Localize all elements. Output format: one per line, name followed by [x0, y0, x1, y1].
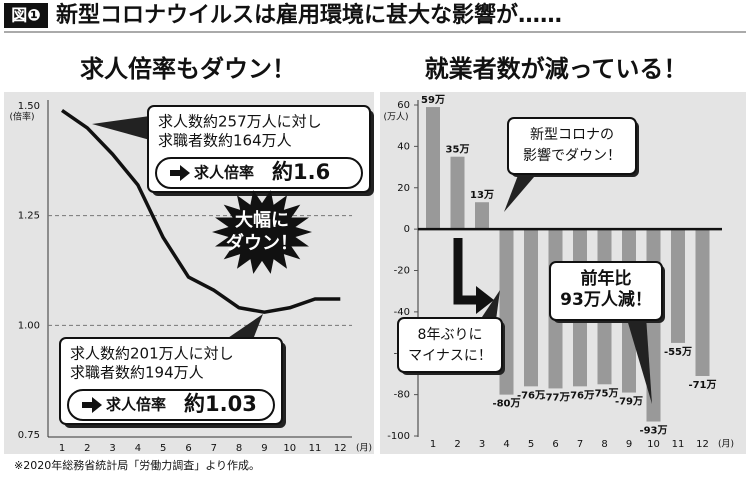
arrow-icon: [82, 397, 102, 413]
burst: [212, 190, 312, 274]
source-note: ※2020年総務省統計局「労働力調査」より作成。: [14, 458, 260, 472]
callout-pointer: [504, 170, 540, 212]
value-label: -79万: [615, 396, 643, 408]
callout-text: 求人数約201万人に対し: [70, 345, 234, 363]
line-series: [61, 108, 341, 314]
bent-arrow: [453, 238, 478, 305]
callout-pointer: [626, 316, 652, 404]
x-tick-label: 12: [696, 439, 709, 450]
bar: [426, 107, 440, 230]
callout-pill: [155, 157, 363, 189]
chart-title: 就業者数が減っている！: [425, 55, 688, 83]
callout-label: 求人倍率: [194, 164, 254, 182]
value-label: 59万: [421, 94, 445, 106]
x-tick-label: 6: [552, 439, 558, 450]
x-tick-label: 9: [261, 443, 267, 454]
badge-box: [4, 3, 48, 28]
x-tick-label: 2: [84, 443, 90, 454]
y-tick-label: 0.75: [18, 430, 40, 441]
callout: [549, 261, 663, 321]
x-tick-label: 5: [528, 439, 534, 450]
x-tick-label: 10: [283, 443, 296, 454]
x-tick-label: 1: [430, 439, 436, 450]
x-tick-label: 4: [503, 439, 509, 450]
chart-title: 求人倍率もダウン！: [80, 55, 296, 83]
callout-pill: [67, 389, 275, 421]
value-label: -76万: [517, 389, 545, 401]
callout-text: 求人数約257万人に対し: [158, 113, 322, 131]
callout-text: 93万人減！: [560, 289, 652, 310]
y-unit: (倍率): [9, 111, 34, 123]
arrow-icon: [170, 165, 190, 181]
y-tick-label: -40: [394, 307, 410, 318]
x-tick-label: 1: [59, 443, 65, 454]
value-label: -71万: [688, 379, 716, 391]
callout-text: 求職者数約194万人: [70, 364, 204, 382]
callout-pointer: [480, 290, 500, 320]
x-tick-label: 7: [577, 439, 583, 450]
burst-text: 大幅に: [235, 209, 289, 231]
y-tick-label: 1.00: [18, 320, 40, 331]
x-tick-label: 3: [109, 443, 115, 454]
x-tick-label: 3: [479, 439, 485, 450]
x-tick-label: 5: [160, 443, 166, 454]
x-tick-label: 9: [626, 439, 632, 450]
bar: [695, 229, 710, 377]
burst-text: ダウン！: [226, 232, 298, 254]
x-tick-label: 8: [236, 443, 242, 454]
value-label: -80万: [492, 398, 520, 410]
x-tick-label: 8: [601, 439, 607, 450]
y-unit: (万人): [383, 112, 408, 123]
callout-value: 約1.6: [272, 160, 330, 184]
y-tick-label: 20: [397, 183, 410, 194]
callout-text: 求職者数約164万人: [158, 132, 292, 150]
callout-text: 前年比: [581, 268, 632, 289]
callout: [507, 117, 637, 175]
value-label: -76万: [566, 389, 594, 401]
x-unit: (月): [718, 439, 734, 450]
y-tick-label: 40: [397, 141, 410, 152]
value-label: 13万: [470, 189, 494, 201]
callout-pointer: [222, 314, 263, 342]
callout-label: 求人倍率: [106, 396, 166, 414]
value-label: -55万: [664, 346, 692, 358]
x-tick-label: 2: [454, 439, 460, 450]
y-tick-label: 60: [397, 100, 410, 111]
header-title: 新型コロナウイルスは雇用環境に甚大な影響が……: [56, 2, 562, 28]
x-tick-label: 11: [309, 443, 322, 454]
badge: 図❶: [11, 6, 41, 25]
bar: [646, 229, 661, 422]
bent-arrow-head: [476, 286, 494, 314]
x-unit: (月): [356, 443, 372, 454]
callout-value: 約1.03: [184, 392, 257, 416]
x-tick-label: 6: [185, 443, 191, 454]
bar: [524, 229, 538, 387]
y-tick-label: -80: [394, 390, 410, 401]
bar: [671, 229, 685, 343]
value-label: -93万: [639, 425, 667, 437]
callout: [397, 317, 503, 373]
value-label: -77万: [541, 391, 569, 403]
callout-text: 8年ぶりに: [418, 327, 483, 343]
value-label: -75万: [590, 387, 618, 399]
callout-text: 影響でダウン！: [523, 147, 621, 164]
x-tick-label: 7: [211, 443, 217, 454]
y-tick-label: -100: [387, 431, 410, 442]
value-label: 35万: [446, 144, 470, 156]
callout-text: マイナスに！: [408, 348, 492, 364]
bar: [450, 156, 465, 230]
y-tick-label: 0: [404, 224, 410, 235]
x-tick-label: 4: [135, 443, 141, 454]
bar: [475, 202, 489, 230]
callout-pointer: [92, 116, 150, 140]
x-tick-label: 10: [647, 439, 660, 450]
callout-text: 新型コロナの: [530, 127, 614, 143]
x-tick-label: 11: [672, 439, 685, 450]
x-tick-label: 12: [334, 443, 347, 454]
y-tick-label: -20: [394, 266, 410, 277]
y-tick-label: 1.25: [18, 211, 40, 222]
y-tick-label: 1.50: [18, 101, 40, 112]
